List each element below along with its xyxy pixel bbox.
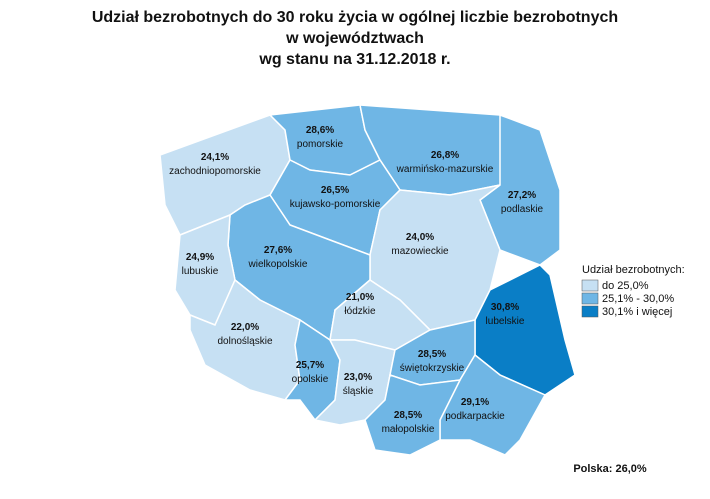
region-name: zachodniopomorskie xyxy=(169,166,261,177)
title-line: Udział bezrobotnych do 30 roku życia w o… xyxy=(92,9,618,26)
region-name: małopolskie xyxy=(382,424,435,435)
region-name: podlaskie xyxy=(501,204,544,215)
value-label: 26,5% xyxy=(321,185,349,196)
region-name: wielkopolskie xyxy=(248,259,308,270)
region-name: świętokrzyskie xyxy=(400,363,465,374)
region-name: mazowieckie xyxy=(391,246,449,257)
value-label: 27,2% xyxy=(508,190,536,201)
legend-swatch xyxy=(581,305,599,318)
value-label: 27,6% xyxy=(264,245,292,256)
region xyxy=(364,374,462,456)
value-label: 28,5% xyxy=(394,410,422,421)
region-name: lubuskie xyxy=(182,266,219,277)
legend-title: Udział bezrobotnych: xyxy=(582,264,685,276)
value-label: 23,0% xyxy=(344,372,372,383)
value-label: 24,0% xyxy=(406,232,434,243)
value-label: 25,7% xyxy=(296,360,324,371)
title-line: wg stanu na 31.12.2018 r. xyxy=(258,51,450,68)
summary: Polska: 26,0% xyxy=(573,463,647,475)
value-label: 28,5% xyxy=(418,349,446,360)
region-name: podkarpackie xyxy=(445,411,505,422)
legend-label: do 25,0% xyxy=(602,280,649,292)
value-label: 22,0% xyxy=(231,322,259,333)
region-name: warmińsko-mazurskie xyxy=(396,164,494,175)
region-name: łódzkie xyxy=(344,306,376,317)
region-name: śląskie xyxy=(343,386,374,397)
value-label: 24,1% xyxy=(201,152,229,163)
legend-label: 30,1% i więcej xyxy=(602,306,672,318)
value-label: 26,8% xyxy=(431,150,459,161)
region-name: dolnośląskie xyxy=(217,336,272,347)
region-name: pomorskie xyxy=(297,139,344,150)
region-name: kujawsko-pomorskie xyxy=(290,199,381,210)
value-label: 29,1% xyxy=(461,397,489,408)
value-label: 28,6% xyxy=(306,125,334,136)
region-name: lubelskie xyxy=(486,316,525,327)
value-label: 21,0% xyxy=(346,292,374,303)
legend-swatch xyxy=(581,279,599,292)
legend-label: 25,1% - 30,0% xyxy=(602,293,674,305)
legend-swatch xyxy=(581,292,599,305)
value-label: 30,8% xyxy=(491,302,519,313)
region-name: opolskie xyxy=(292,374,329,385)
value-label: 24,9% xyxy=(186,252,214,263)
title-line: w województwach xyxy=(285,30,424,47)
